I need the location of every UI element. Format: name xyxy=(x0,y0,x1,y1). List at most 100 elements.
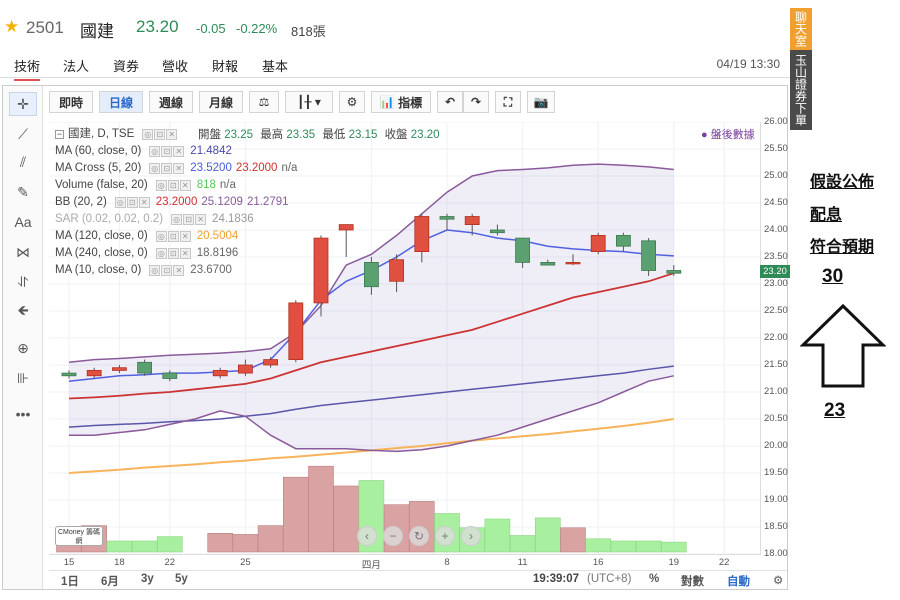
tab-institutional[interactable]: 法人 xyxy=(63,59,90,74)
scroll-right-icon[interactable]: › xyxy=(461,526,481,546)
brush-icon[interactable]: ✎ xyxy=(17,183,29,200)
volume-bar xyxy=(333,485,360,553)
zoom-in-icon[interactable]: ⊕ xyxy=(17,339,29,356)
legend-controls[interactable]: ◎ ⊡ ✕ xyxy=(114,197,150,208)
more-icon[interactable]: ••• xyxy=(15,406,31,422)
daily-button[interactable]: 日線 xyxy=(99,91,143,113)
ruler-icon[interactable]: ⊪ xyxy=(16,369,30,386)
zoom-in-control-icon[interactable]: + xyxy=(435,526,455,546)
pattern-tool-icon[interactable]: ⋈ xyxy=(16,243,30,260)
scroll-left-icon[interactable]: ‹ xyxy=(357,526,377,546)
legend-name: BB (20, 2) xyxy=(55,196,107,208)
broker-order-badge[interactable]: 玉山證券下單 xyxy=(790,50,812,130)
trendline-icon[interactable]: ⟋ xyxy=(18,125,28,142)
y-tick-label: 20.50 xyxy=(764,413,788,424)
candle-body xyxy=(464,216,480,225)
tab-financials[interactable]: 財報 xyxy=(212,59,239,74)
legend-value: 23.2000 xyxy=(155,196,198,208)
legend-row[interactable]: MA (240, close, 0) ◎ ⊡ ✕ 18.8196 xyxy=(55,245,301,262)
legend-name: MA (10, close, 0) xyxy=(55,264,142,276)
volume-bar xyxy=(283,476,309,553)
y-tick-label: 18.50 xyxy=(764,521,788,532)
legend-row[interactable]: MA (60, close, 0) ◎ ⊡ ✕ 21.4842 xyxy=(55,143,301,160)
camera-icon[interactable]: 📷 xyxy=(527,91,555,113)
y-tick-label: 18.00 xyxy=(764,548,788,559)
legend-controls[interactable]: ◎ ⊡ ✕ xyxy=(155,248,191,259)
legend-row[interactable]: Volume (false, 20) ◎ ⊡ ✕ 818 n/a xyxy=(55,177,301,194)
legend-controls[interactable]: ◎ ⊡ ✕ xyxy=(171,214,207,225)
candle-body xyxy=(338,224,354,231)
range-3y-button[interactable]: 3y xyxy=(141,573,154,585)
candle-body xyxy=(313,237,329,304)
indicators-button[interactable]: 📊 指標 xyxy=(371,91,431,113)
redo-icon[interactable]: ↷ xyxy=(463,91,489,113)
symbol-line: 國建, D, TSE xyxy=(68,128,135,140)
percent-scale-button[interactable]: % xyxy=(649,573,660,585)
crosshair-icon[interactable]: ✛ xyxy=(9,92,37,116)
timezone[interactable]: (UTC+8) xyxy=(587,573,632,585)
chat-room-badge[interactable]: 聊天室 xyxy=(790,8,812,50)
legend-value: n/a xyxy=(281,162,298,174)
range-5y-button[interactable]: 5y xyxy=(175,573,188,585)
legend-controls[interactable]: ◎ ⊡ ✕ xyxy=(155,231,191,242)
favorite-star-icon[interactable]: ★ xyxy=(4,17,20,36)
legend-controls[interactable]: ◎ ⊡ ✕ xyxy=(149,146,185,157)
legend-name: SAR (0.02, 0.02, 0.2) xyxy=(55,213,164,225)
price-chart[interactable] xyxy=(49,122,761,554)
legend-row[interactable]: MA Cross (5, 20) ◎ ⊡ ✕ 23.5200 23.2000 n/a xyxy=(55,160,301,177)
candle-body xyxy=(565,261,581,265)
monthly-button[interactable]: 月線 xyxy=(199,91,243,113)
time-axis[interactable]: 15 18 22 25 四月 8 11 16 19 22 xyxy=(49,554,761,571)
reset-zoom-icon[interactable]: ↻ xyxy=(409,526,429,546)
bollinger-mid-line xyxy=(68,272,675,400)
candle-body xyxy=(288,302,304,360)
y-tick-label: 19.50 xyxy=(764,467,788,478)
range-1d-button[interactable]: 1日 xyxy=(61,576,79,588)
undo-icon[interactable]: ↶ xyxy=(437,91,463,113)
legend-name: MA Cross (5, 20) xyxy=(55,162,142,174)
auto-scale-button[interactable]: 自動 xyxy=(727,576,750,588)
volume-bar xyxy=(484,518,511,553)
intraday-button[interactable]: 即時 xyxy=(49,91,93,113)
range-6m-button[interactable]: 6月 xyxy=(101,576,119,588)
stock-header: ★ 2501 國建 23.20 -0.05 -0.22% 818張 xyxy=(0,0,780,48)
arrow-left-icon[interactable]: 🡸 xyxy=(17,302,29,318)
legend-row[interactable]: SAR (0.02, 0.02, 0.2) ◎ ⊡ ✕ 24.1836 xyxy=(55,211,301,228)
weekly-button[interactable]: 週線 xyxy=(149,91,193,113)
after-hours-link[interactable]: ● 盤後數據 xyxy=(701,129,755,141)
log-scale-button[interactable]: 對數 xyxy=(681,576,704,588)
legend-row[interactable]: BB (20, 2) ◎ ⊡ ✕ 23.2000 25.1209 21.2791 xyxy=(55,194,301,211)
legend-controls[interactable]: ◎ ⊡ ✕ xyxy=(155,180,191,191)
x-tick-label: 18 xyxy=(114,557,125,568)
legend-row[interactable]: MA (10, close, 0) ◎ ⊡ ✕ 23.6700 xyxy=(55,262,301,279)
axis-settings-gear-icon[interactable]: ⚙ xyxy=(773,575,784,587)
legend-value: 23.5200 xyxy=(190,162,232,174)
stock-price: 23.20 xyxy=(136,17,179,36)
legend-value: 23.2000 xyxy=(235,162,278,174)
legend-row[interactable]: MA (120, close, 0) ◎ ⊡ ✕ 20.5004 xyxy=(55,228,301,245)
bollinger-lower-line xyxy=(69,375,674,453)
legend-name: MA (240, close, 0) xyxy=(55,247,148,259)
candle-body xyxy=(439,216,455,220)
chart-type-dropdown[interactable]: ┃╂ ▾ xyxy=(285,91,333,113)
text-tool-icon[interactable]: Aa xyxy=(14,214,32,230)
tab-revenue[interactable]: 營收 xyxy=(162,59,189,74)
tab-technical[interactable]: 技術 xyxy=(14,56,41,81)
x-tick-label: 19 xyxy=(668,557,680,568)
measure-tool-icon[interactable]: ⥯ xyxy=(17,273,29,290)
x-tick-label: 25 xyxy=(240,557,251,568)
tab-margin[interactable]: 資券 xyxy=(113,59,140,74)
tab-basic[interactable]: 基本 xyxy=(262,59,289,74)
fib-tool-icon[interactable]: ⫽ xyxy=(19,153,27,170)
collapse-icon[interactable]: − xyxy=(55,129,64,139)
legend-controls[interactable]: ◎ ⊡ ✕ xyxy=(149,163,185,174)
zoom-out-icon[interactable]: − xyxy=(383,526,403,546)
legend-controls[interactable]: ◎ ⊡ ✕ xyxy=(149,265,185,276)
low-label: 最低 xyxy=(322,129,346,141)
compare-scale-icon[interactable]: ⚖ xyxy=(249,91,279,113)
y-tick-label: 22.00 xyxy=(764,332,788,343)
volume-bar xyxy=(308,465,334,553)
price-axis[interactable]: 26.00 25.50 25.00 24.50 24.00 23.50 23.00 22.50… xyxy=(760,116,790,559)
settings-gear-icon[interactable]: ⚙ xyxy=(339,91,365,113)
fullscreen-icon[interactable]: ⛶ xyxy=(495,91,521,113)
